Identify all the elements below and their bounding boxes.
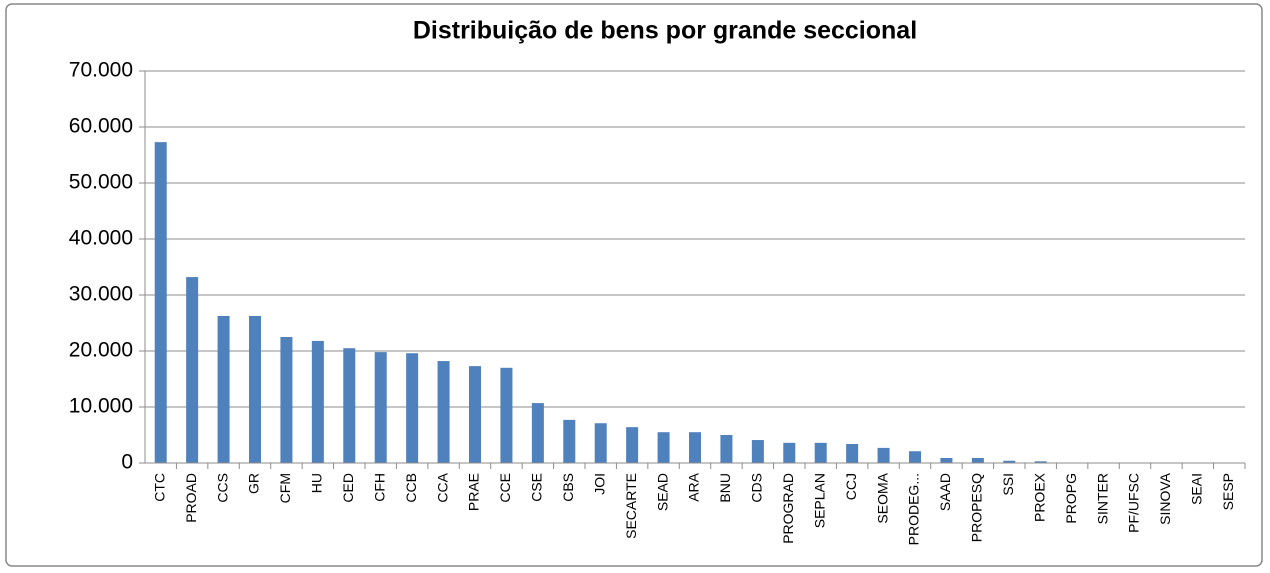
bar bbox=[249, 316, 261, 463]
x-tick-label: SINOVA bbox=[1157, 472, 1173, 525]
bar bbox=[940, 457, 953, 463]
bar bbox=[877, 447, 890, 463]
bar bbox=[406, 353, 419, 463]
x-tick-label: PROEX bbox=[1031, 472, 1047, 522]
x-tick-label: PRAE bbox=[466, 473, 482, 511]
chart-title: Distribuição de bens por grande secciona… bbox=[413, 17, 917, 45]
bar bbox=[217, 316, 230, 463]
y-tick-label: 30.000 bbox=[69, 283, 133, 306]
x-tick-label: CDS bbox=[749, 473, 765, 503]
x-tick-label: PROAD bbox=[183, 473, 199, 523]
bar bbox=[374, 352, 387, 463]
x-tick-label: SEAD bbox=[654, 473, 670, 511]
bar bbox=[1034, 461, 1047, 463]
x-tick-label: PF/UFSC bbox=[1126, 473, 1142, 533]
bar bbox=[531, 403, 544, 463]
bar bbox=[154, 142, 167, 463]
x-tick-label: ARA bbox=[686, 472, 702, 501]
bar bbox=[186, 277, 199, 463]
bar bbox=[626, 427, 639, 463]
x-tick-label: CED bbox=[340, 473, 356, 503]
bar bbox=[500, 367, 513, 463]
x-tick-label: PROPG bbox=[1063, 473, 1079, 524]
bar bbox=[814, 442, 827, 463]
bar bbox=[311, 340, 324, 463]
x-tick-label: BNU bbox=[717, 473, 733, 503]
x-tick-label: PROGRAD bbox=[780, 473, 796, 544]
bar bbox=[751, 440, 764, 463]
bar bbox=[689, 432, 701, 463]
bar bbox=[971, 457, 984, 463]
x-tick-label: CCJ bbox=[843, 473, 859, 500]
x-tick-label: SAAD bbox=[937, 473, 953, 511]
x-tick-label: CFH bbox=[371, 473, 387, 502]
y-tick-label: 70.000 bbox=[69, 59, 133, 82]
bar bbox=[563, 419, 576, 463]
x-tick-label: CFM bbox=[277, 473, 293, 503]
y-tick-label: 10.000 bbox=[69, 395, 133, 418]
x-tick-label: HU bbox=[309, 473, 325, 493]
bar bbox=[343, 348, 356, 463]
bar bbox=[469, 366, 481, 463]
x-tick-label: CCE bbox=[497, 473, 513, 503]
y-tick-label: 60.000 bbox=[69, 115, 133, 138]
x-tick-label: PROPESQ bbox=[969, 473, 985, 542]
bar bbox=[846, 443, 859, 463]
x-tick-label: SSI bbox=[1000, 473, 1016, 496]
y-tick-label: 50.000 bbox=[69, 171, 133, 194]
x-tick-label: SEAI bbox=[1189, 473, 1205, 505]
x-tick-label: SEOMA bbox=[874, 472, 890, 523]
x-tick-label: CCB bbox=[403, 473, 419, 503]
x-tick-label: SECARTE bbox=[623, 473, 639, 539]
x-tick-label: GR bbox=[246, 473, 262, 494]
x-tick-label: CSE bbox=[529, 473, 545, 502]
bar bbox=[720, 435, 733, 463]
x-tick-label: CCS bbox=[214, 473, 230, 503]
y-tick-label: 20.000 bbox=[69, 339, 133, 362]
bar bbox=[437, 361, 450, 463]
x-tick-label: SESP bbox=[1220, 473, 1236, 510]
x-tick-label: CCA bbox=[434, 472, 450, 502]
bar bbox=[909, 451, 921, 463]
x-tick-label: SINTER bbox=[1094, 473, 1110, 524]
x-tick-label: PRODEG... bbox=[906, 473, 922, 545]
x-tick-label: SEPLAN bbox=[811, 473, 827, 528]
y-tick-label: 0 bbox=[121, 451, 133, 474]
x-tick-label: CTC bbox=[151, 473, 167, 502]
y-tick-label: 40.000 bbox=[69, 227, 133, 250]
bar bbox=[1003, 460, 1016, 463]
bar bbox=[280, 337, 293, 463]
bar bbox=[783, 442, 796, 463]
x-tick-label: CBS bbox=[560, 473, 576, 502]
bar bbox=[657, 432, 670, 463]
bar bbox=[594, 423, 607, 463]
x-tick-label: JOI bbox=[591, 473, 607, 495]
